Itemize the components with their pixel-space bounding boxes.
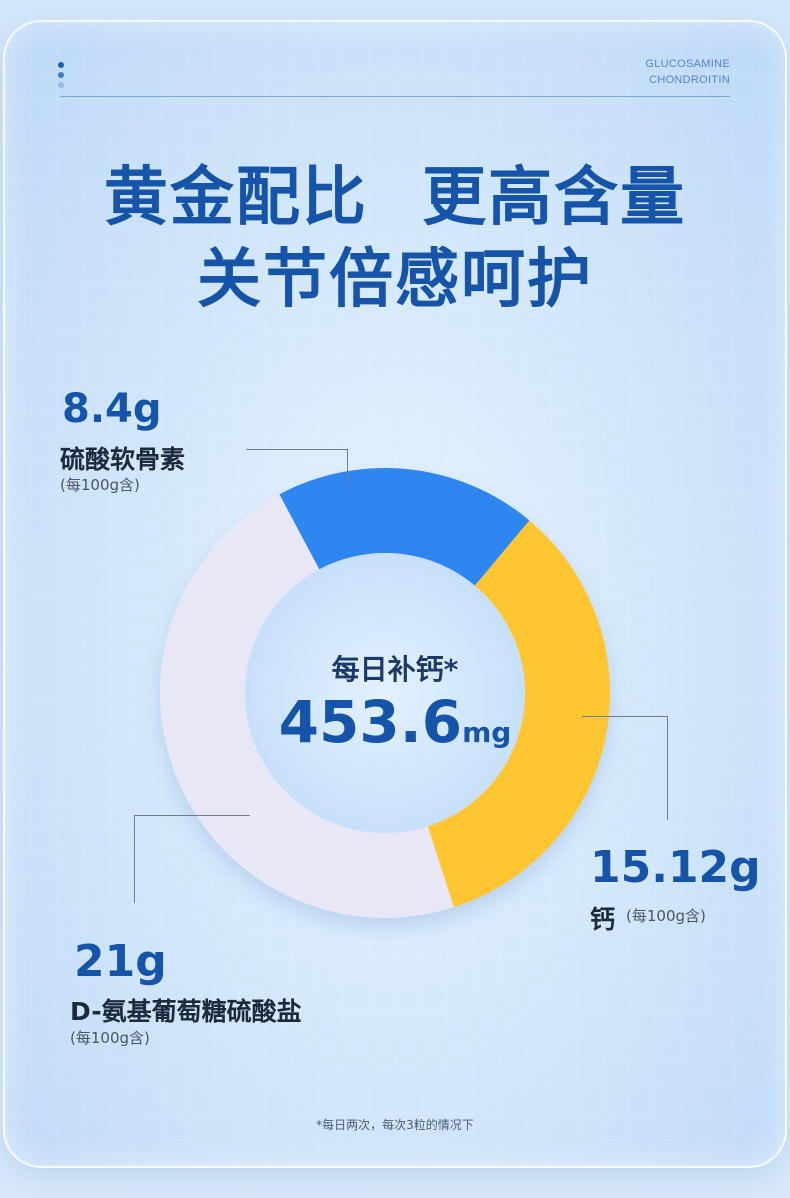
donut-segment-calcium — [427, 520, 610, 908]
donut-svg — [159, 468, 610, 918]
chondroitin-name: 硫酸软骨素 — [60, 445, 186, 474]
calcium-name: 钙 — [590, 905, 616, 934]
calcium-note: (每100g含) — [626, 907, 706, 925]
chondroitin-note: (每100g含) — [60, 476, 140, 494]
brand-text: GLUCOSAMINE CHONDROITIN — [645, 56, 730, 88]
chondroitin-leader-h — [246, 449, 348, 450]
calcium-value: 15.12g — [590, 842, 761, 893]
center-label: 每日补钙* — [331, 653, 459, 686]
chondroitin-leader-v — [347, 449, 348, 487]
calcium-leader-h — [582, 716, 668, 717]
center-value-unit: mg — [462, 716, 512, 749]
donut-segment-glucosamine — [159, 494, 454, 918]
center-value: 453.6mg — [0, 688, 790, 756]
brand-line-2: CHONDROITIN — [649, 74, 730, 86]
glucosamine-value: 21g — [74, 936, 167, 987]
glucosamine-leader-h — [134, 815, 250, 816]
footnote: *每日两次，每次3粒的情况下 — [316, 1118, 474, 1132]
donut-segment-chondroitin — [279, 468, 530, 586]
glucosamine-note: (每100g含) — [70, 1029, 150, 1047]
glucosamine-leader-v — [134, 815, 135, 903]
decorative-dots — [58, 62, 66, 92]
calcium-leader-v — [667, 716, 668, 820]
ratio-donut — [150, 458, 620, 928]
headline-line-2: 关节倍感呵护 — [197, 243, 593, 317]
header-divider — [60, 96, 730, 97]
chondroitin-value: 8.4g — [62, 386, 162, 432]
glucosamine-name: D-氨基葡萄糖硫酸盐 — [70, 997, 302, 1026]
brand-line-1: GLUCOSAMINE — [645, 58, 730, 70]
donut-hole — [245, 553, 525, 833]
center-value-number: 453.6 — [278, 688, 463, 756]
headline-line-1: 黄金配比 更高含量 — [103, 161, 687, 235]
